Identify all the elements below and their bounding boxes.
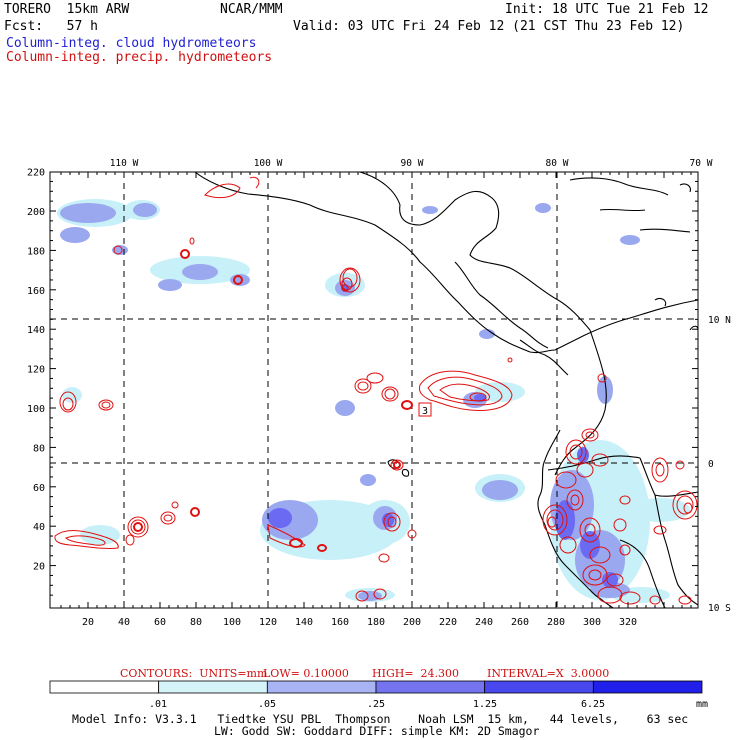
- x-tick-label: 260: [511, 617, 529, 628]
- lat-label-10n: 10 N: [708, 315, 731, 326]
- x-tick-label: 240: [475, 617, 493, 628]
- x-tick-label: 60: [154, 617, 166, 628]
- y-tick-label: 100: [27, 404, 45, 415]
- contour-low: LOW= 0.10000: [263, 667, 349, 680]
- colorbar-labels: .01 .05 .25 1.25 6.25 mm: [149, 699, 708, 710]
- x-tick-label: 100: [223, 617, 241, 628]
- x-tick-label: 160: [331, 617, 349, 628]
- x-tick-label: 40: [118, 617, 130, 628]
- y-tick-label: 220: [27, 168, 45, 179]
- model-name: TORERO 15km ARW: [4, 2, 130, 17]
- y-tick-label: 120: [27, 365, 45, 376]
- cloud-shading: [57, 199, 690, 603]
- contour-high: HIGH= 24.300: [372, 667, 460, 680]
- y-tick-label: 60: [33, 483, 45, 494]
- marker-label: 3: [422, 406, 428, 417]
- colorbar-swatch: [592, 680, 703, 694]
- y-tick-labels: 20 40 60 80 100 120 140 160 180 200 220: [27, 168, 45, 573]
- longitude-labels: 110 W 100 W 90 W 80 W 70 W: [110, 158, 713, 169]
- y-tick-label: 140: [27, 325, 45, 336]
- contour-interval: INTERVAL=X 3.0000: [487, 667, 610, 680]
- precip-field-label: Column-integ. precip. hydrometeors: [6, 50, 273, 65]
- x-tick-label: 180: [367, 617, 385, 628]
- x-tick-label: 120: [259, 617, 277, 628]
- colorbar-unit: mm: [696, 699, 708, 710]
- colorbar-label-1: .05: [258, 699, 276, 710]
- colorbar-swatch: [375, 680, 486, 694]
- colorbar-label-4: 6.25: [581, 699, 605, 710]
- x-tick-label: 220: [439, 617, 457, 628]
- cloud-field-label: Column-integ. cloud hydrometeors: [6, 36, 257, 51]
- y-tick-label: 80: [33, 443, 45, 454]
- model-info-line1: Model Info: V3.3.1 Tiedtke YSU PBL Thomp…: [72, 712, 689, 726]
- y-tick-label: 180: [27, 246, 45, 257]
- map-frame: [49, 171, 699, 609]
- colorbar: [49, 680, 703, 694]
- lon-label-100w: 100 W: [254, 158, 283, 169]
- x-tick-label: 140: [295, 617, 313, 628]
- lat-label-10s: 10 S: [708, 603, 731, 614]
- organization: NCAR/MMM: [220, 2, 283, 17]
- y-tick-label: 200: [27, 207, 45, 218]
- forecast-hour: Fcst: 57 h: [4, 19, 98, 34]
- model-info-line2: LW: Godd SW: Goddard DIFF: simple KM: 2D…: [214, 724, 540, 738]
- x-tick-label: 300: [583, 617, 601, 628]
- marker-box: [418, 402, 432, 417]
- colorbar-swatch: [49, 680, 160, 694]
- lon-label-110w: 110 W: [110, 158, 139, 169]
- x-tick-label: 20: [82, 617, 94, 628]
- colorbar-label-0: .01: [149, 699, 167, 710]
- latitude-labels: 10 N 0 10 S: [708, 315, 731, 614]
- lat-lon-grid: [50, 172, 698, 608]
- precip-contours: [54, 176, 698, 605]
- y-tick-label: 20: [33, 562, 45, 573]
- x-tick-label: 80: [190, 617, 202, 628]
- colorbar-swatch: [484, 680, 594, 694]
- colorbar-label-3: 1.25: [473, 699, 497, 710]
- x-tick-labels: 20 40 60 80 100 120 140 160 180 200 220 240 260 280 30…: [82, 617, 637, 628]
- y-tick-label: 160: [27, 286, 45, 297]
- x-tick-label: 280: [547, 617, 565, 628]
- contour-units: CONTOURS: UNITS=mm: [120, 667, 268, 680]
- axis-ticks: [50, 172, 698, 608]
- lon-label-70w: 70 W: [690, 158, 713, 169]
- init-time: Init: 18 UTC Tue 21 Feb 12: [505, 2, 709, 17]
- colorbar-swatch: [158, 680, 268, 694]
- valid-time: Valid: 03 UTC Fri 24 Feb 12 (21 CST Thu …: [293, 19, 685, 34]
- x-tick-label: 320: [619, 617, 637, 628]
- y-tick-label: 40: [33, 522, 45, 533]
- lon-label-80w: 80 W: [546, 158, 569, 169]
- colorbar-swatch: [266, 680, 377, 694]
- lat-label-0: 0: [708, 459, 714, 470]
- colorbar-label-2: .25: [367, 699, 385, 710]
- x-tick-label: 200: [403, 617, 421, 628]
- lon-label-90w: 90 W: [401, 158, 424, 169]
